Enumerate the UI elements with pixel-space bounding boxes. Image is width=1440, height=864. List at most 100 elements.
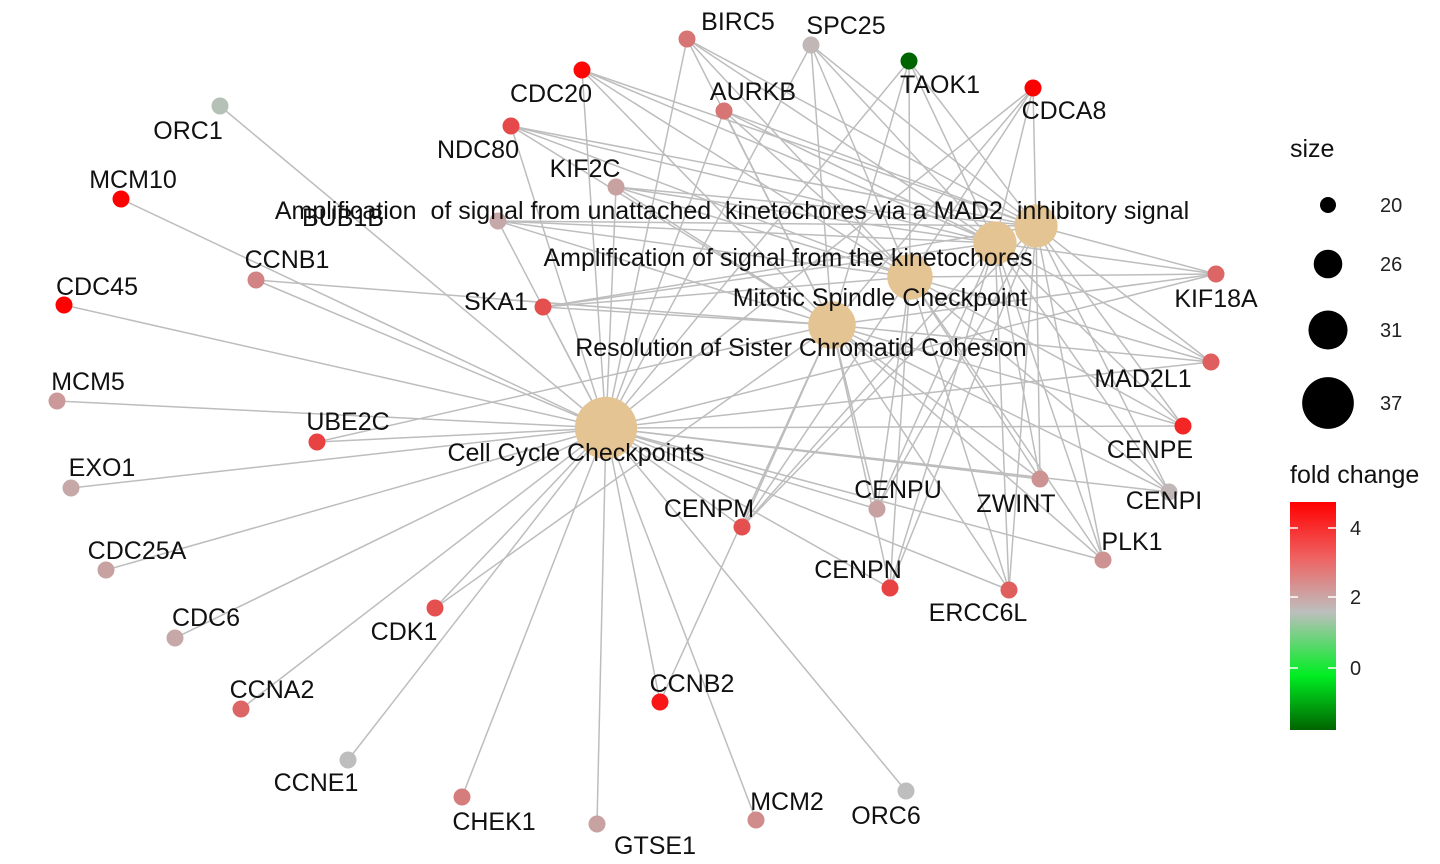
term-node-t_rscc [808, 301, 856, 349]
gene-node-ccnb1 [247, 271, 265, 289]
edge-t_ampunat-SPC25 [810, 44, 1037, 227]
edge-t_ccc-CDK1 [434, 427, 607, 609]
gene-node-orc1 [211, 97, 229, 115]
edge-t_ampunat-BIRC5 [686, 38, 1037, 227]
edge-t_ampkin-CDC20 [581, 69, 996, 244]
gene-node-chek1 [453, 788, 471, 806]
size-legend-label-20: 20 [1380, 195, 1402, 217]
fold-change-colorbar [1290, 502, 1336, 730]
gene-node-aurkb [715, 102, 733, 120]
gene-node-bub1b [489, 212, 507, 230]
edge-t_ccc-CENPE [605, 425, 1184, 429]
term-node-t_ccc [574, 396, 638, 460]
edge-t_ccc-CDC25A [105, 427, 607, 571]
size-legend-items: 20 26 31 37 [1302, 195, 1402, 429]
edge-t_rscc-CDK1 [434, 324, 833, 609]
gene-label-mcm2: MCM2 [750, 788, 824, 816]
gene-label-plk1: PLK1 [1101, 528, 1162, 556]
edge-t_msc-CDC20 [581, 69, 911, 278]
gene-node-spc25 [802, 36, 820, 54]
edge-t_ccc-MCM2 [605, 427, 757, 821]
gene-node-cdc25a [97, 561, 115, 579]
gene-node-exo1 [62, 479, 80, 497]
edge-t_ampkin-KIF2C [615, 186, 996, 244]
size-legend-dot-20 [1320, 197, 1336, 213]
size-legend-label-37: 37 [1380, 393, 1402, 415]
gene-node-ube2c [308, 433, 326, 451]
gene-label-orc6: ORC6 [851, 802, 920, 830]
edge-t_ampkin-PLK1 [994, 242, 1104, 561]
edge-t_ccc-ORC1 [219, 105, 607, 429]
gene-label-ccne1: CCNE1 [274, 769, 359, 797]
gene-node-birc5 [678, 30, 696, 48]
size-legend-dot-37 [1302, 377, 1354, 429]
edge-t_rscc-BUB1B [497, 220, 833, 326]
edge-t_ampkin-CDCA8 [994, 87, 1034, 244]
color-legend-label-0: 0 [1350, 658, 1361, 680]
gene-label-cenpm: CENPM [664, 495, 754, 523]
gene-label-cenpi: CENPI [1126, 487, 1202, 515]
gene-label-birc5: BIRC5 [701, 8, 775, 36]
edge-t_rscc-UBE2C [316, 324, 833, 443]
edge-t_ampkin-CENPI [994, 242, 1170, 493]
edge-t_ampkin-NDC80 [510, 125, 996, 244]
gene-node-cenpi [1160, 483, 1178, 501]
size-legend-label-26: 26 [1380, 254, 1402, 276]
term-label-t_ccc: Cell Cycle Checkpoints [447, 439, 704, 467]
edge-t_ampkin-SKA1 [542, 242, 996, 308]
gene-node-cenpe [1174, 417, 1192, 435]
edge-t_ampunat-CENPI [1035, 225, 1170, 493]
edge-t_ampkin-BUB1B [497, 220, 996, 244]
edge-t_msc-CENPI [909, 276, 1170, 493]
edge-t_rscc-CENPN [831, 324, 891, 589]
gene-node-mad2l1 [1202, 353, 1220, 371]
term-node-t_msc [887, 254, 933, 300]
edge-t_msc-CENPE [909, 276, 1184, 427]
edge-t_ccc-CENPI [605, 427, 1170, 493]
edge-t_ampunat-CENPE [1035, 225, 1184, 427]
edge-t_rscc-PLK1 [831, 324, 1104, 561]
edge-t_ccc-PLK1 [605, 427, 1104, 561]
edge-t_rscc-AURKB [723, 110, 833, 326]
gene-label-gtse1: GTSE1 [614, 832, 696, 860]
edge-t_rscc-KIF18A [831, 273, 1217, 326]
edge-t_rscc-SKA1 [542, 306, 833, 326]
edge-t_msc-CENPN [889, 276, 911, 589]
term-node-t_ampunat [1014, 204, 1058, 248]
gene-node-zwint [1031, 470, 1049, 488]
edge-t_ampunat-NDC80 [510, 125, 1037, 227]
gene-node-kif2c [607, 178, 625, 196]
edge-t_rscc-CDC20 [581, 69, 833, 326]
gene-node-ska1 [534, 298, 552, 316]
gene-node-cenpm [733, 518, 751, 536]
node-layer [48, 30, 1225, 833]
gene-label-ccna2: CCNA2 [230, 676, 315, 704]
gene-node-kif18a [1207, 265, 1225, 283]
edge-t_ccc-EXO1 [70, 427, 607, 489]
size-legend-dot-26 [1313, 249, 1343, 279]
gene-label-ccnb2: CCNB2 [650, 670, 735, 698]
edge-t_ccc-NDC80 [510, 125, 607, 429]
gene-node-ercc6l [1000, 581, 1018, 599]
edge-t_msc-ERCC6L [909, 276, 1010, 591]
gene-node-cdc45 [55, 296, 73, 314]
edge-t_ccc-ORC6 [605, 427, 907, 792]
edge-t_ampunat-CENPU [876, 225, 1037, 510]
gene-label-ercc6l: ERCC6L [929, 599, 1028, 627]
edge-t_ccc-GTSE1 [596, 427, 607, 825]
edge-t_ccc-CENPU [605, 427, 878, 510]
gene-label-cdca8: CDCA8 [1022, 97, 1107, 125]
gene-label-cenpn: CENPN [814, 556, 902, 584]
gene-node-ndc80 [502, 117, 520, 135]
edge-t_ampunat-CDC20 [581, 69, 1037, 227]
edge-t_msc-AURKB [723, 110, 911, 278]
gene-label-cenpu: CENPU [854, 476, 942, 504]
gene-label-cenpe: CENPE [1107, 436, 1193, 464]
edge-t_msc-TAOK1 [908, 60, 911, 278]
gene-node-ccna2 [232, 700, 250, 718]
gene-label-ndc80: NDC80 [437, 136, 519, 164]
term-label-t_rscc: Resolution of Sister Chromatid Cohesion [575, 334, 1027, 362]
gene-node-gtse1 [588, 815, 606, 833]
gene-node-taok1 [900, 52, 918, 70]
gene-node-cdk1 [426, 599, 444, 617]
